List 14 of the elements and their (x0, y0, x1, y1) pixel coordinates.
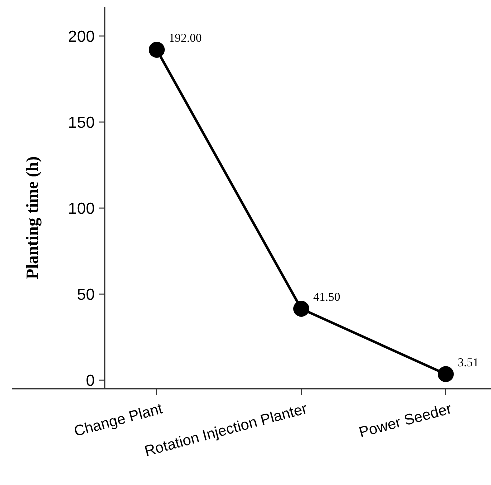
x-tick-label: Power Seeder (358, 400, 454, 442)
y-tick-label: 200 (68, 28, 96, 46)
y-tick-label: 0 (86, 372, 96, 390)
data-label: 41.50 (314, 290, 340, 304)
data-label: 192.00 (169, 31, 202, 46)
y-tick-label: 50 (77, 286, 96, 304)
data-label: 3.51 (458, 355, 479, 370)
point (438, 366, 454, 382)
x-tick-label: Change Plant (72, 400, 166, 441)
point (149, 42, 165, 58)
y-tick-label: 150 (68, 114, 96, 132)
y-axis-title: Planting time (h) (23, 156, 42, 280)
point (294, 300, 310, 317)
y-tick-label: 100 (68, 200, 96, 218)
